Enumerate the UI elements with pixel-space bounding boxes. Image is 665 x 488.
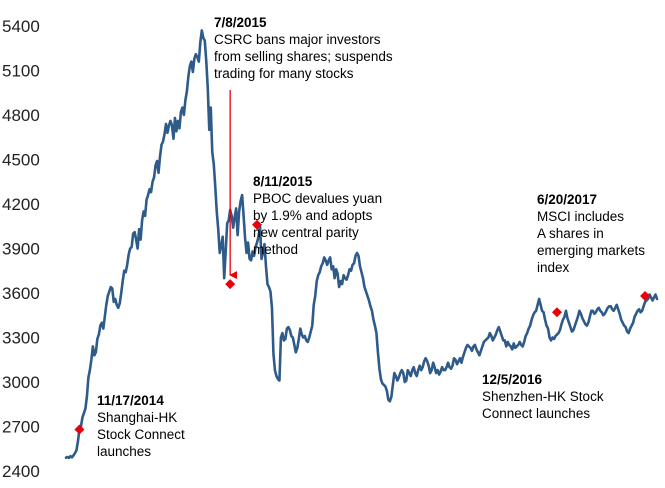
annotation-date: 6/20/2017 — [537, 192, 597, 207]
y-tick-label: 2400 — [2, 462, 40, 481]
annotation-text: from selling shares; suspends — [214, 49, 393, 64]
annotation-text: by 1.9% and adopts — [253, 208, 373, 223]
annotation-date: 11/17/2014 — [97, 393, 164, 408]
annotation-date: 8/11/2015 — [253, 174, 313, 189]
annotation-text: CSRC bans major investors — [214, 32, 381, 47]
event-marker — [252, 219, 263, 230]
annotation-text: Connect launches — [482, 406, 590, 421]
annotation-text: MSCI includes — [537, 209, 624, 224]
annotation-date: 12/5/2016 — [482, 372, 543, 387]
event-marker — [74, 424, 85, 435]
event-annotations: 11/17/2014 Shanghai-HK Stock Connect launch… — [97, 15, 645, 459]
y-tick-label: 5400 — [2, 17, 40, 36]
y-tick-label: 3300 — [2, 329, 40, 348]
annotation-text: Stock Connect — [97, 427, 185, 442]
index-series-line — [64, 29, 659, 460]
event-markers — [74, 219, 651, 435]
annotation-text: new central parity — [253, 225, 359, 240]
annotation-text: trading for many stocks — [214, 66, 354, 81]
annotation-date: 7/8/2015 — [214, 15, 267, 30]
annotation-text: index — [537, 260, 570, 275]
annotation-text: A shares in — [537, 226, 604, 241]
annotation-text: launches — [97, 444, 151, 459]
y-tick-label: 5100 — [2, 62, 40, 81]
y-tick-label: 3900 — [2, 240, 40, 259]
annotation-text: emerging markets — [537, 243, 645, 258]
annotation-text: PBOC devalues yuan — [253, 191, 382, 206]
y-tick-label: 4200 — [2, 195, 40, 214]
y-tick-label: 4800 — [2, 106, 40, 125]
y-tick-label: 2700 — [2, 418, 40, 437]
y-tick-label: 3000 — [2, 373, 40, 392]
annotation-text: Shenzhen-HK Stock — [482, 389, 604, 404]
y-tick-label: 4500 — [2, 151, 40, 170]
annotation-text: method — [253, 242, 298, 257]
event-marker — [225, 279, 236, 290]
y-axis: 5400 5100 4800 4500 4200 3900 3600 3300 3000 2700… — [2, 17, 40, 481]
annotation-text: Shanghai-HK — [97, 410, 177, 425]
event-marker — [552, 307, 563, 318]
y-tick-label: 3600 — [2, 284, 40, 303]
event-marker — [640, 290, 651, 301]
